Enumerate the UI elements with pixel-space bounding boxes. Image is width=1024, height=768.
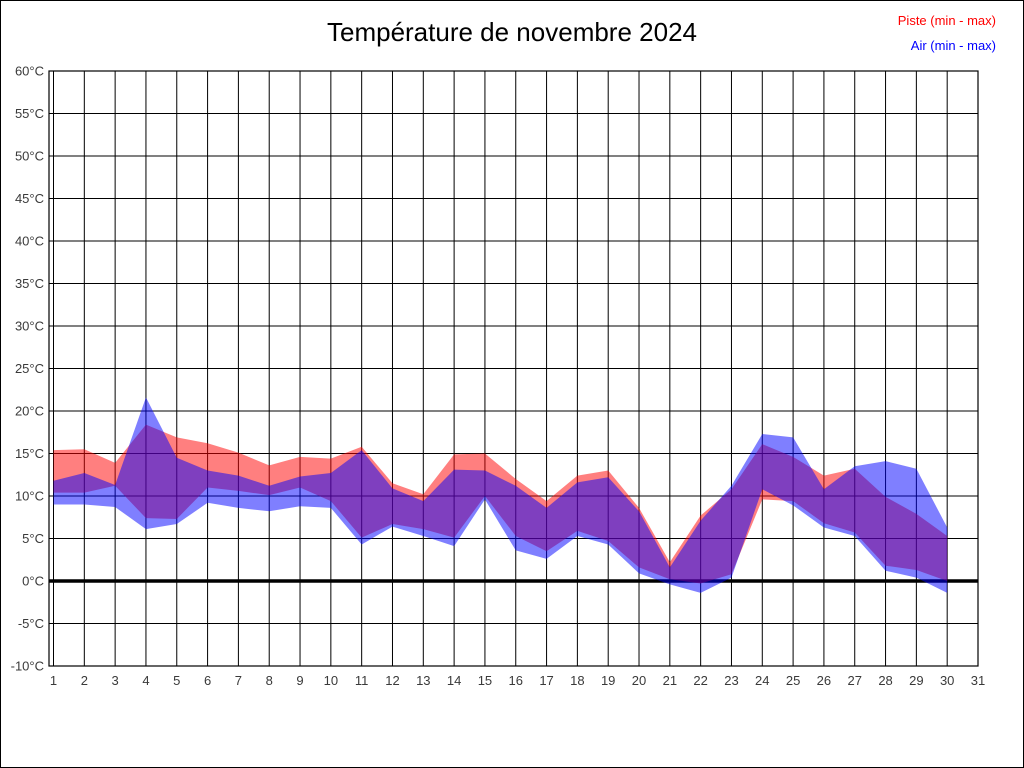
x-tick-label: 25 bbox=[786, 673, 800, 688]
y-tick-label: 25°C bbox=[15, 361, 44, 376]
y-tick-label: -5°C bbox=[18, 616, 44, 631]
y-tick-label: 50°C bbox=[15, 149, 44, 164]
y-tick-label: 40°C bbox=[15, 234, 44, 249]
x-tick-label: 17 bbox=[539, 673, 553, 688]
x-tick-label: 11 bbox=[355, 673, 369, 688]
x-tick-label: 22 bbox=[693, 673, 707, 688]
x-tick-label: 13 bbox=[416, 673, 430, 688]
x-tick-label: 18 bbox=[570, 673, 584, 688]
y-tick-label: 60°C bbox=[15, 64, 44, 79]
x-tick-label: 10 bbox=[324, 673, 338, 688]
y-tick-label: 30°C bbox=[15, 319, 44, 334]
y-tick-label: 10°C bbox=[15, 489, 44, 504]
x-tick-label: 21 bbox=[663, 673, 677, 688]
chart-title: Température de novembre 2024 bbox=[326, 17, 697, 47]
plot-border bbox=[48, 70, 979, 667]
legend-piste-label: Piste (min - max) bbox=[897, 13, 996, 28]
x-tick-label: 3 bbox=[112, 673, 119, 688]
y-tick-label: 45°C bbox=[15, 191, 44, 206]
x-tick-label: 12 bbox=[385, 673, 399, 688]
x-tick-label: 9 bbox=[296, 673, 303, 688]
y-tick-label: 0°C bbox=[22, 574, 44, 589]
x-tick-label: 15 bbox=[478, 673, 492, 688]
x-tick-label: 4 bbox=[142, 673, 149, 688]
y-tick-label: 5°C bbox=[22, 531, 44, 546]
x-tick-label: 31 bbox=[971, 673, 985, 688]
chart-legend: Piste (min - max) Air (min - max) bbox=[898, 8, 996, 58]
air-band bbox=[53, 397, 948, 593]
x-tick-label: 28 bbox=[878, 673, 892, 688]
x-tick-label: 16 bbox=[509, 673, 523, 688]
legend-air-label: Air (min - max) bbox=[910, 38, 996, 53]
y-tick-label: 15°C bbox=[15, 446, 44, 461]
x-tick-label: 27 bbox=[847, 673, 861, 688]
x-tick-label: 8 bbox=[266, 673, 273, 688]
x-tick-label: 29 bbox=[909, 673, 923, 688]
x-tick-label: 19 bbox=[601, 673, 615, 688]
y-tick-label: 55°C bbox=[15, 106, 44, 121]
x-tick-label: 24 bbox=[755, 673, 769, 688]
y-tick-label: 20°C bbox=[15, 404, 44, 419]
x-tick-label: 20 bbox=[632, 673, 646, 688]
x-tick-label: 23 bbox=[724, 673, 738, 688]
x-tick-label: 7 bbox=[235, 673, 242, 688]
y-tick-label: -10°C bbox=[11, 659, 44, 674]
x-tick-label: 1 bbox=[50, 673, 57, 688]
x-tick-label: 26 bbox=[817, 673, 831, 688]
x-tick-label: 6 bbox=[204, 673, 211, 688]
x-tick-label: 2 bbox=[81, 673, 88, 688]
x-tick-label: 5 bbox=[173, 673, 180, 688]
y-tick-label: 35°C bbox=[15, 276, 44, 291]
x-tick-label: 14 bbox=[447, 673, 461, 688]
x-tick-label: 30 bbox=[940, 673, 954, 688]
